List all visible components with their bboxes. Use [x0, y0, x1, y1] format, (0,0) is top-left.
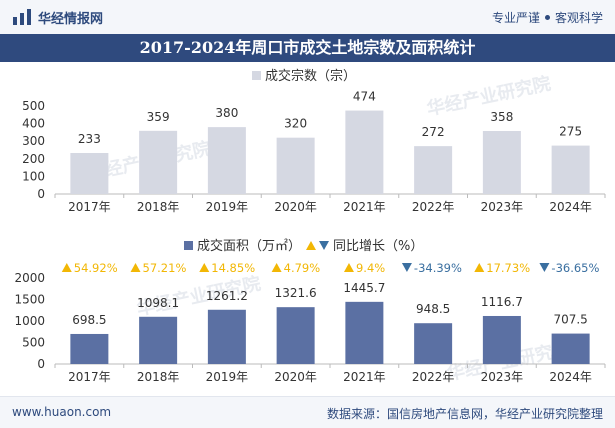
chart1-ytick-1: 100 — [22, 169, 45, 183]
growth-arrow-down-icon-7 — [539, 263, 550, 272]
chart2-bar-2 — [207, 309, 246, 364]
brand-name: 华经情报网 — [38, 12, 104, 27]
chart1-value-label-6: 358 — [490, 110, 513, 124]
growth-arrow-up-icon-6 — [474, 263, 485, 272]
chart2-value-label-5: 948.5 — [416, 302, 450, 316]
growth-arrow-up-icon-2 — [199, 263, 210, 272]
watermark-1: 华经产业研究院 — [425, 72, 553, 120]
chart2-growth-label-7: -36.65% — [551, 261, 599, 275]
chart2-ytick-3: 1500 — [14, 293, 45, 307]
chart1-ytick-5: 500 — [22, 99, 45, 113]
chart1-bar-5 — [414, 146, 453, 194]
chart2-ytick-4: 2000 — [14, 271, 45, 285]
chart2-growth-label-3: 4.79% — [284, 261, 321, 275]
chart2-bar-6 — [482, 315, 521, 364]
chart1-bar-1 — [139, 130, 178, 194]
chart2-bar-1 — [139, 316, 178, 364]
footer: www.huaon.com 数据来源：国信房地产信息网，华经产业研究院整理 — [0, 396, 615, 428]
chart1-legend-label: 成交宗数（宗） — [265, 68, 356, 84]
chart1-value-label-1: 359 — [147, 110, 170, 124]
chart2-xtick-7: 2024年 — [549, 370, 592, 384]
logo-icon — [13, 9, 31, 25]
chart1-xtick-1: 2018年 — [137, 200, 180, 214]
chart1-value-label-2: 380 — [215, 106, 238, 120]
chart2-ytick-1: 500 — [22, 336, 45, 350]
chart1-value-label-0: 233 — [78, 132, 101, 146]
chart-title: 2017-2024年周口市成交土地宗数及面积统计 — [0, 34, 615, 62]
chart2-growth-label-0: 54.92% — [74, 261, 118, 275]
chart2-xtick-1: 2018年 — [137, 370, 180, 384]
chart2-xtick-3: 2020年 — [274, 370, 317, 384]
chart1-value-label-3: 320 — [284, 117, 307, 131]
chart1-xtick-3: 2020年 — [274, 200, 317, 214]
dot-icon — [544, 15, 550, 20]
chart1-value-label-7: 275 — [559, 125, 582, 139]
footer-source: 数据来源：国信房地产信息网，华经产业研究院整理 — [326, 407, 603, 421]
tagline: 专业严谨 客观科学 — [492, 9, 603, 26]
chart2-value-label-1: 1098.1 — [137, 296, 179, 310]
chart2-ytick-2: 1000 — [14, 314, 45, 328]
chart1-value-label-4: 474 — [353, 90, 376, 104]
chart2-value-label-4: 1445.7 — [343, 281, 385, 295]
growth-arrow-up-icon-1 — [130, 263, 141, 272]
chart2-value-label-6: 1116.7 — [481, 295, 523, 309]
chart1-bar-0 — [70, 152, 109, 194]
chart2-value-label-2: 1261.2 — [206, 289, 248, 303]
chart2-growth-label-2: 14.85% — [211, 261, 255, 275]
chart2-xtick-6: 2023年 — [481, 370, 524, 384]
chart2-value-label-7: 707.5 — [553, 313, 587, 327]
chart1-value-label-5: 272 — [422, 125, 445, 139]
chart1-ytick-4: 400 — [22, 117, 45, 131]
growth-down-icon — [319, 241, 329, 250]
chart1-ytick-2: 200 — [22, 152, 45, 166]
chart2-legend-label: 成交面积（万㎡） — [197, 238, 301, 254]
chart2-growth-label-1: 57.21% — [143, 261, 187, 275]
chart1-bar-2 — [207, 127, 246, 194]
chart2-xtick-2: 2019年 — [206, 370, 249, 384]
growth-arrow-up-icon-3 — [271, 263, 282, 272]
growth-arrow-up-icon-4 — [343, 263, 354, 272]
chart2-xtick-4: 2021年 — [343, 370, 386, 384]
chart2-bar-3 — [276, 307, 315, 364]
chart2-growth-label-6: 17.73% — [486, 261, 530, 275]
top-header: 华经情报网 专业严谨 客观科学 — [0, 0, 615, 35]
chart1-legend-swatch — [252, 71, 261, 80]
chart2-legend-swatch — [184, 241, 193, 250]
footer-site: www.huaon.com — [12, 405, 112, 419]
chart1-bar-4 — [345, 110, 384, 194]
chart1-xtick-6: 2023年 — [481, 200, 524, 214]
chart1-bar-3 — [276, 137, 315, 194]
chart2-xtick-0: 2017年 — [68, 370, 111, 384]
chart1-xtick-0: 2017年 — [68, 200, 111, 214]
chart-area: 华经产业研究院华经产业研究院华经产业研究院华经产业研究院成交宗数（宗）01002… — [14, 68, 606, 385]
chart1-bar-7 — [551, 145, 590, 194]
tagline-right: 客观科学 — [554, 11, 603, 25]
chart2-growth-legend-label: 同比增长（%） — [333, 239, 423, 254]
chart2-bar-5 — [414, 323, 453, 364]
chart2-growth-label-4: 9.4% — [356, 261, 385, 275]
chart1-ytick-3: 300 — [22, 134, 45, 148]
chart2-bar-4 — [345, 301, 384, 364]
chart1-ytick-0: 0 — [37, 187, 45, 201]
chart1-xtick-4: 2021年 — [343, 200, 386, 214]
chart1-xtick-5: 2022年 — [412, 200, 455, 214]
chart2-value-label-0: 698.5 — [72, 313, 106, 327]
chart2-growth-label-5: -34.39% — [414, 261, 462, 275]
growth-arrow-up-icon-0 — [61, 263, 72, 272]
chart2-xtick-5: 2022年 — [412, 370, 455, 384]
chart1-bar-6 — [482, 130, 521, 194]
chart1-xtick-7: 2024年 — [549, 200, 592, 214]
chart1-xtick-2: 2019年 — [206, 200, 249, 214]
chart2-ytick-0: 0 — [37, 357, 45, 371]
tagline-left: 专业严谨 — [491, 11, 540, 25]
chart2-bar-0 — [70, 333, 109, 364]
chart2-bar-7 — [551, 333, 590, 364]
chart2-value-label-3: 1321.6 — [275, 286, 317, 300]
growth-up-icon — [306, 241, 316, 250]
growth-arrow-down-icon-5 — [401, 263, 412, 272]
